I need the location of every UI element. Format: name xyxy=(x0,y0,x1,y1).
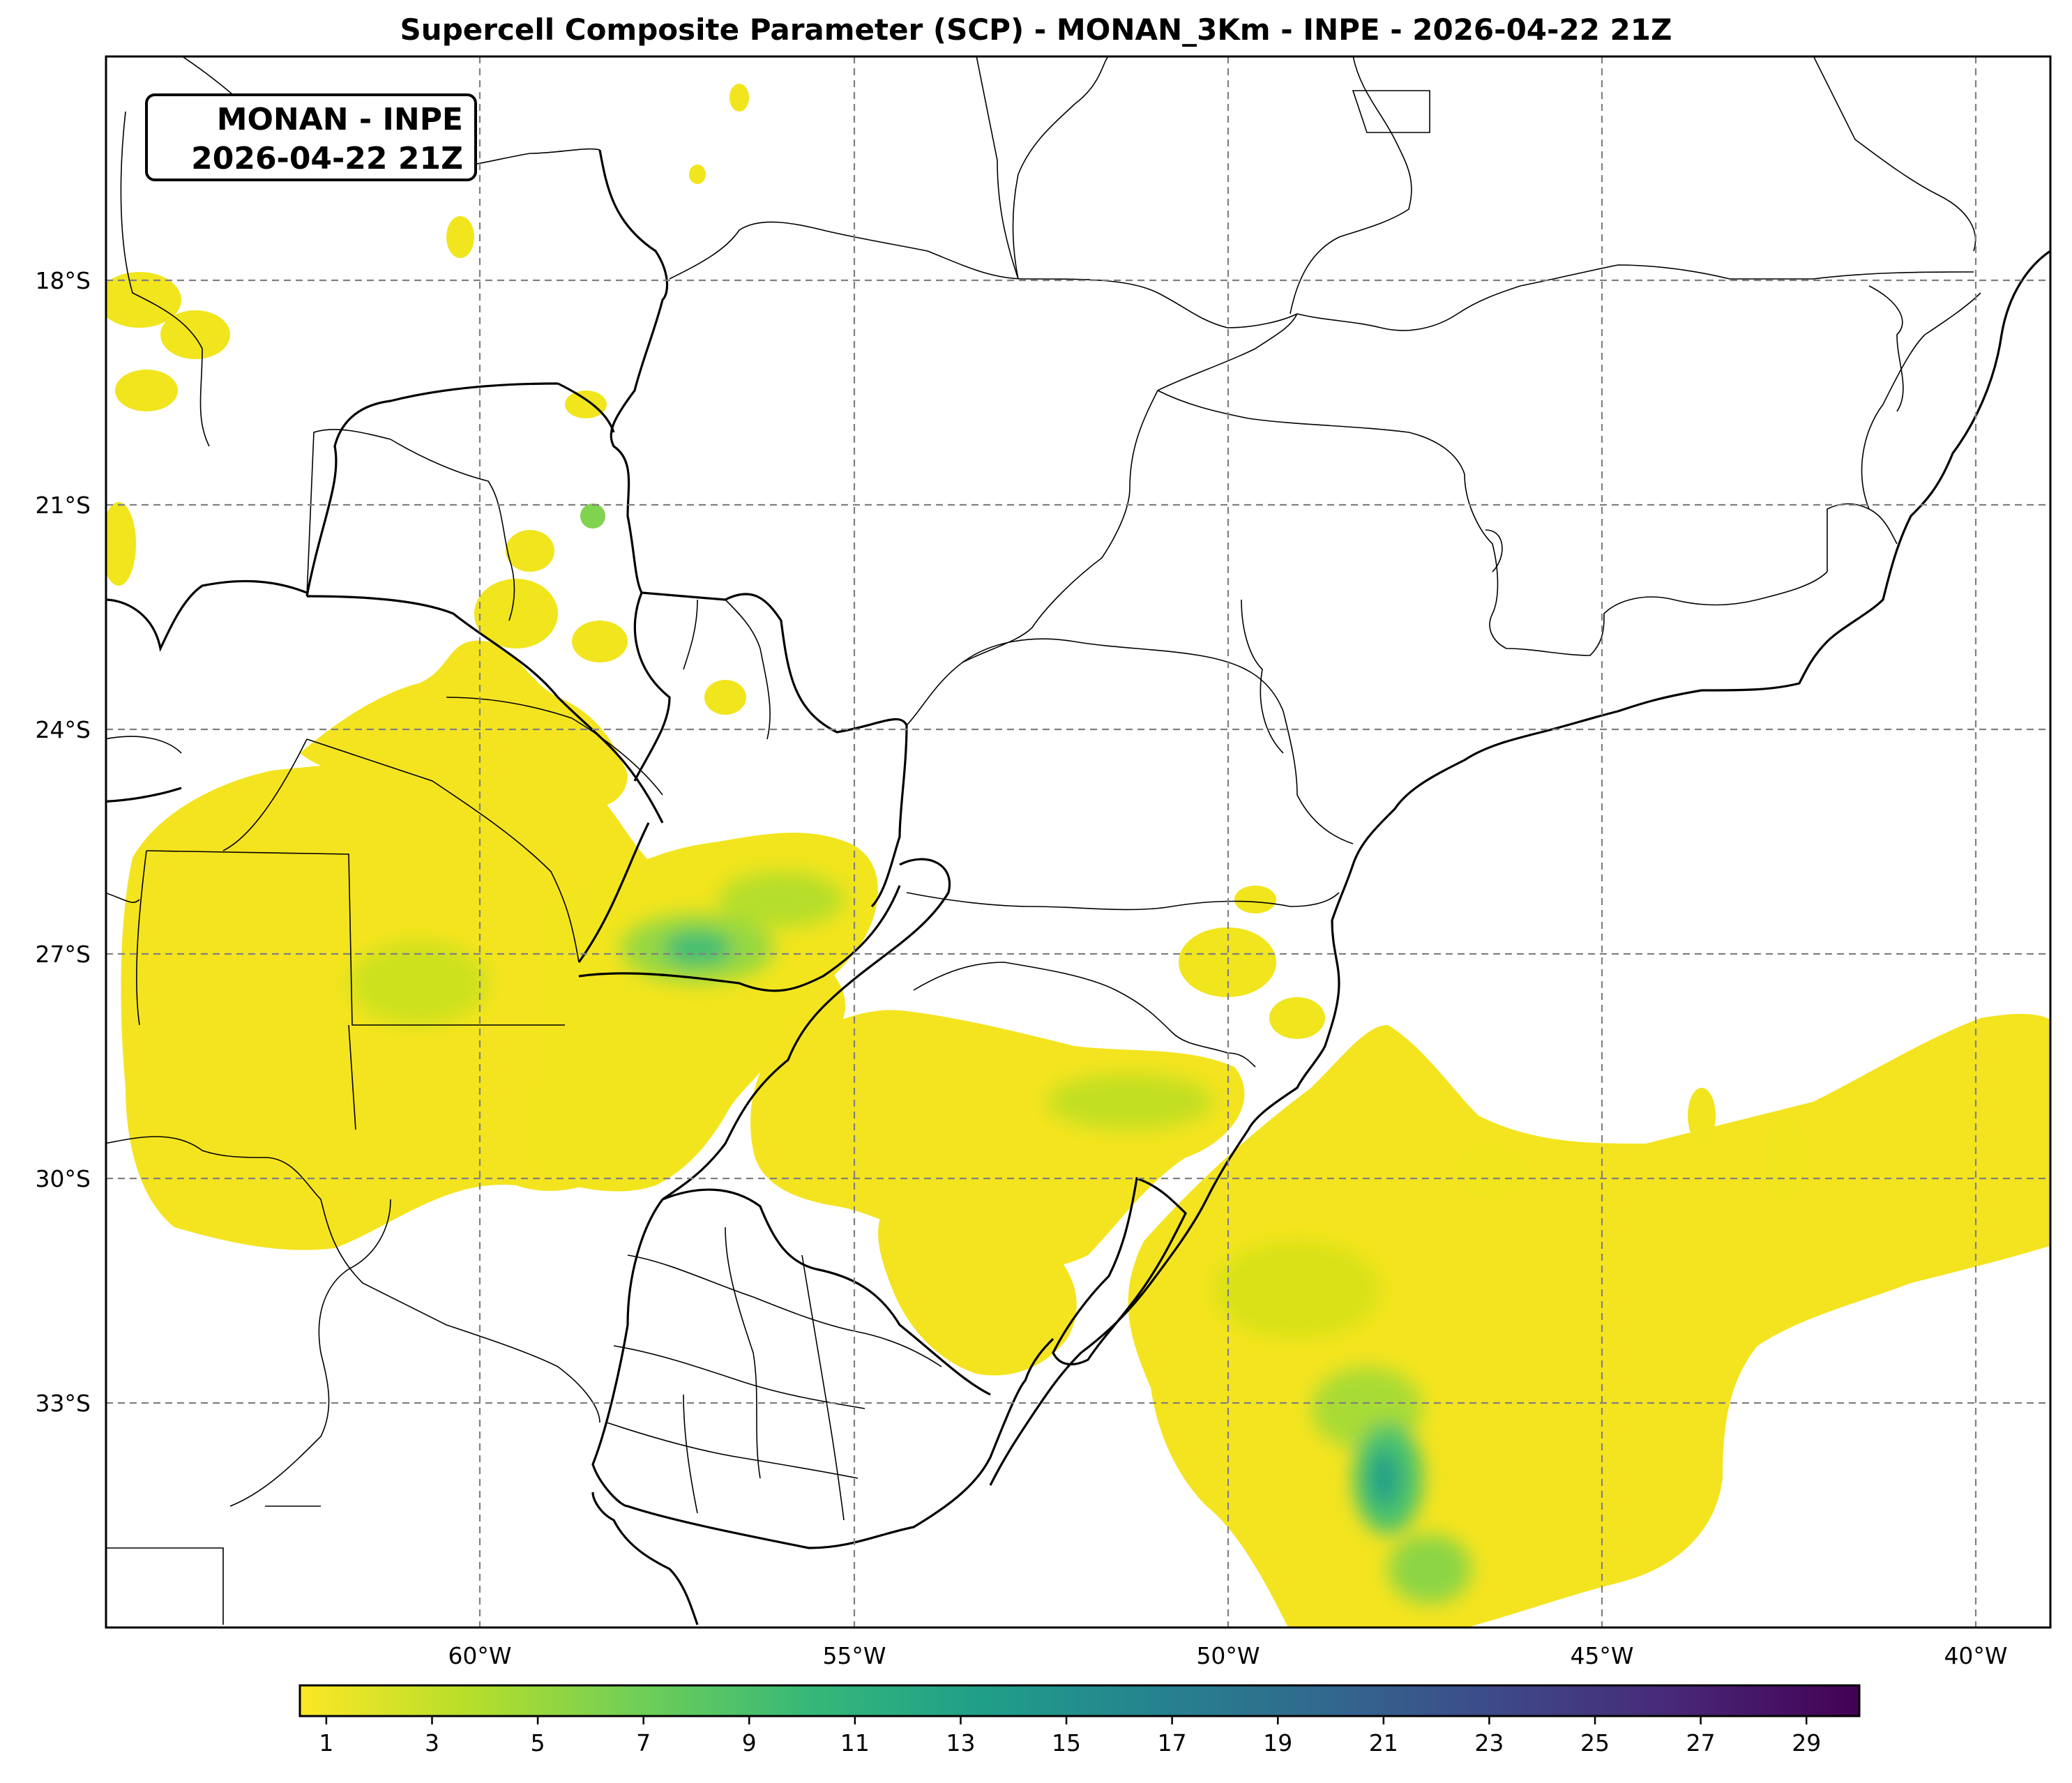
colorbar-ticks: 1 3 5 7 9 11 13 15 17 19 21 23 25 27 29 xyxy=(319,1716,1821,1757)
boundary-lines xyxy=(106,56,2050,1625)
colorbar-tick-label: 13 xyxy=(946,1729,975,1757)
map-frame xyxy=(105,55,2052,1629)
lat-tick-label: 33°S xyxy=(36,1390,91,1417)
stamp-line-date: 2026-04-22 21Z xyxy=(191,141,463,176)
colorbar-tick-label: 5 xyxy=(531,1729,545,1757)
model-stamp: MONAN - INPE 2026-04-22 21Z xyxy=(145,93,477,181)
colorbar-tick-label: 25 xyxy=(1580,1729,1610,1757)
colorbar-tick-label: 1 xyxy=(319,1729,333,1757)
colorbar-tick-label: 29 xyxy=(1792,1729,1821,1757)
lat-tick-label: 30°S xyxy=(36,1165,91,1192)
lon-tick-label: 40°W xyxy=(1944,1642,2007,1669)
colorbar-tick-label: 11 xyxy=(840,1729,870,1757)
colorbar-tick-label: 3 xyxy=(425,1729,439,1757)
lon-tick-label: 50°W xyxy=(1196,1642,1260,1669)
lon-tick-label: 45°W xyxy=(1570,1642,1633,1669)
colorbar-tick-label: 9 xyxy=(742,1729,757,1757)
lon-tick-label: 60°W xyxy=(448,1642,511,1669)
colorbar-tick-label: 17 xyxy=(1158,1729,1187,1757)
colorbar: 1 3 5 7 9 11 13 15 17 19 21 23 25 27 29 xyxy=(298,1684,1861,1757)
lat-tick-label: 21°S xyxy=(36,492,91,519)
colorbar-tick-label: 15 xyxy=(1052,1729,1081,1757)
gridlines xyxy=(106,56,2050,1628)
stamp-line-model: MONAN - INPE xyxy=(216,102,463,137)
colorbar-tick-label: 7 xyxy=(636,1729,651,1757)
map-title: Supercell Composite Parameter (SCP) - MO… xyxy=(400,13,1672,47)
lon-tick-label: 55°W xyxy=(822,1642,886,1669)
lat-tick-label: 27°S xyxy=(36,941,91,968)
colorbar-tick-label: 19 xyxy=(1263,1729,1292,1757)
colorbar-tick-label: 23 xyxy=(1474,1729,1504,1757)
lat-tick-labels: 18°S 21°S 24°S 27°S 30°S 33°S xyxy=(36,267,91,1417)
lat-tick-label: 18°S xyxy=(36,267,91,294)
colorbar-tick-label: 27 xyxy=(1686,1729,1716,1757)
scp-field xyxy=(106,84,2050,1628)
lat-tick-label: 24°S xyxy=(36,716,91,743)
lon-tick-labels: 60°W 55°W 50°W 45°W 40°W xyxy=(448,1642,2007,1669)
colorbar-tick-label: 21 xyxy=(1369,1729,1398,1757)
colorbar-gradient xyxy=(298,1684,1861,1717)
